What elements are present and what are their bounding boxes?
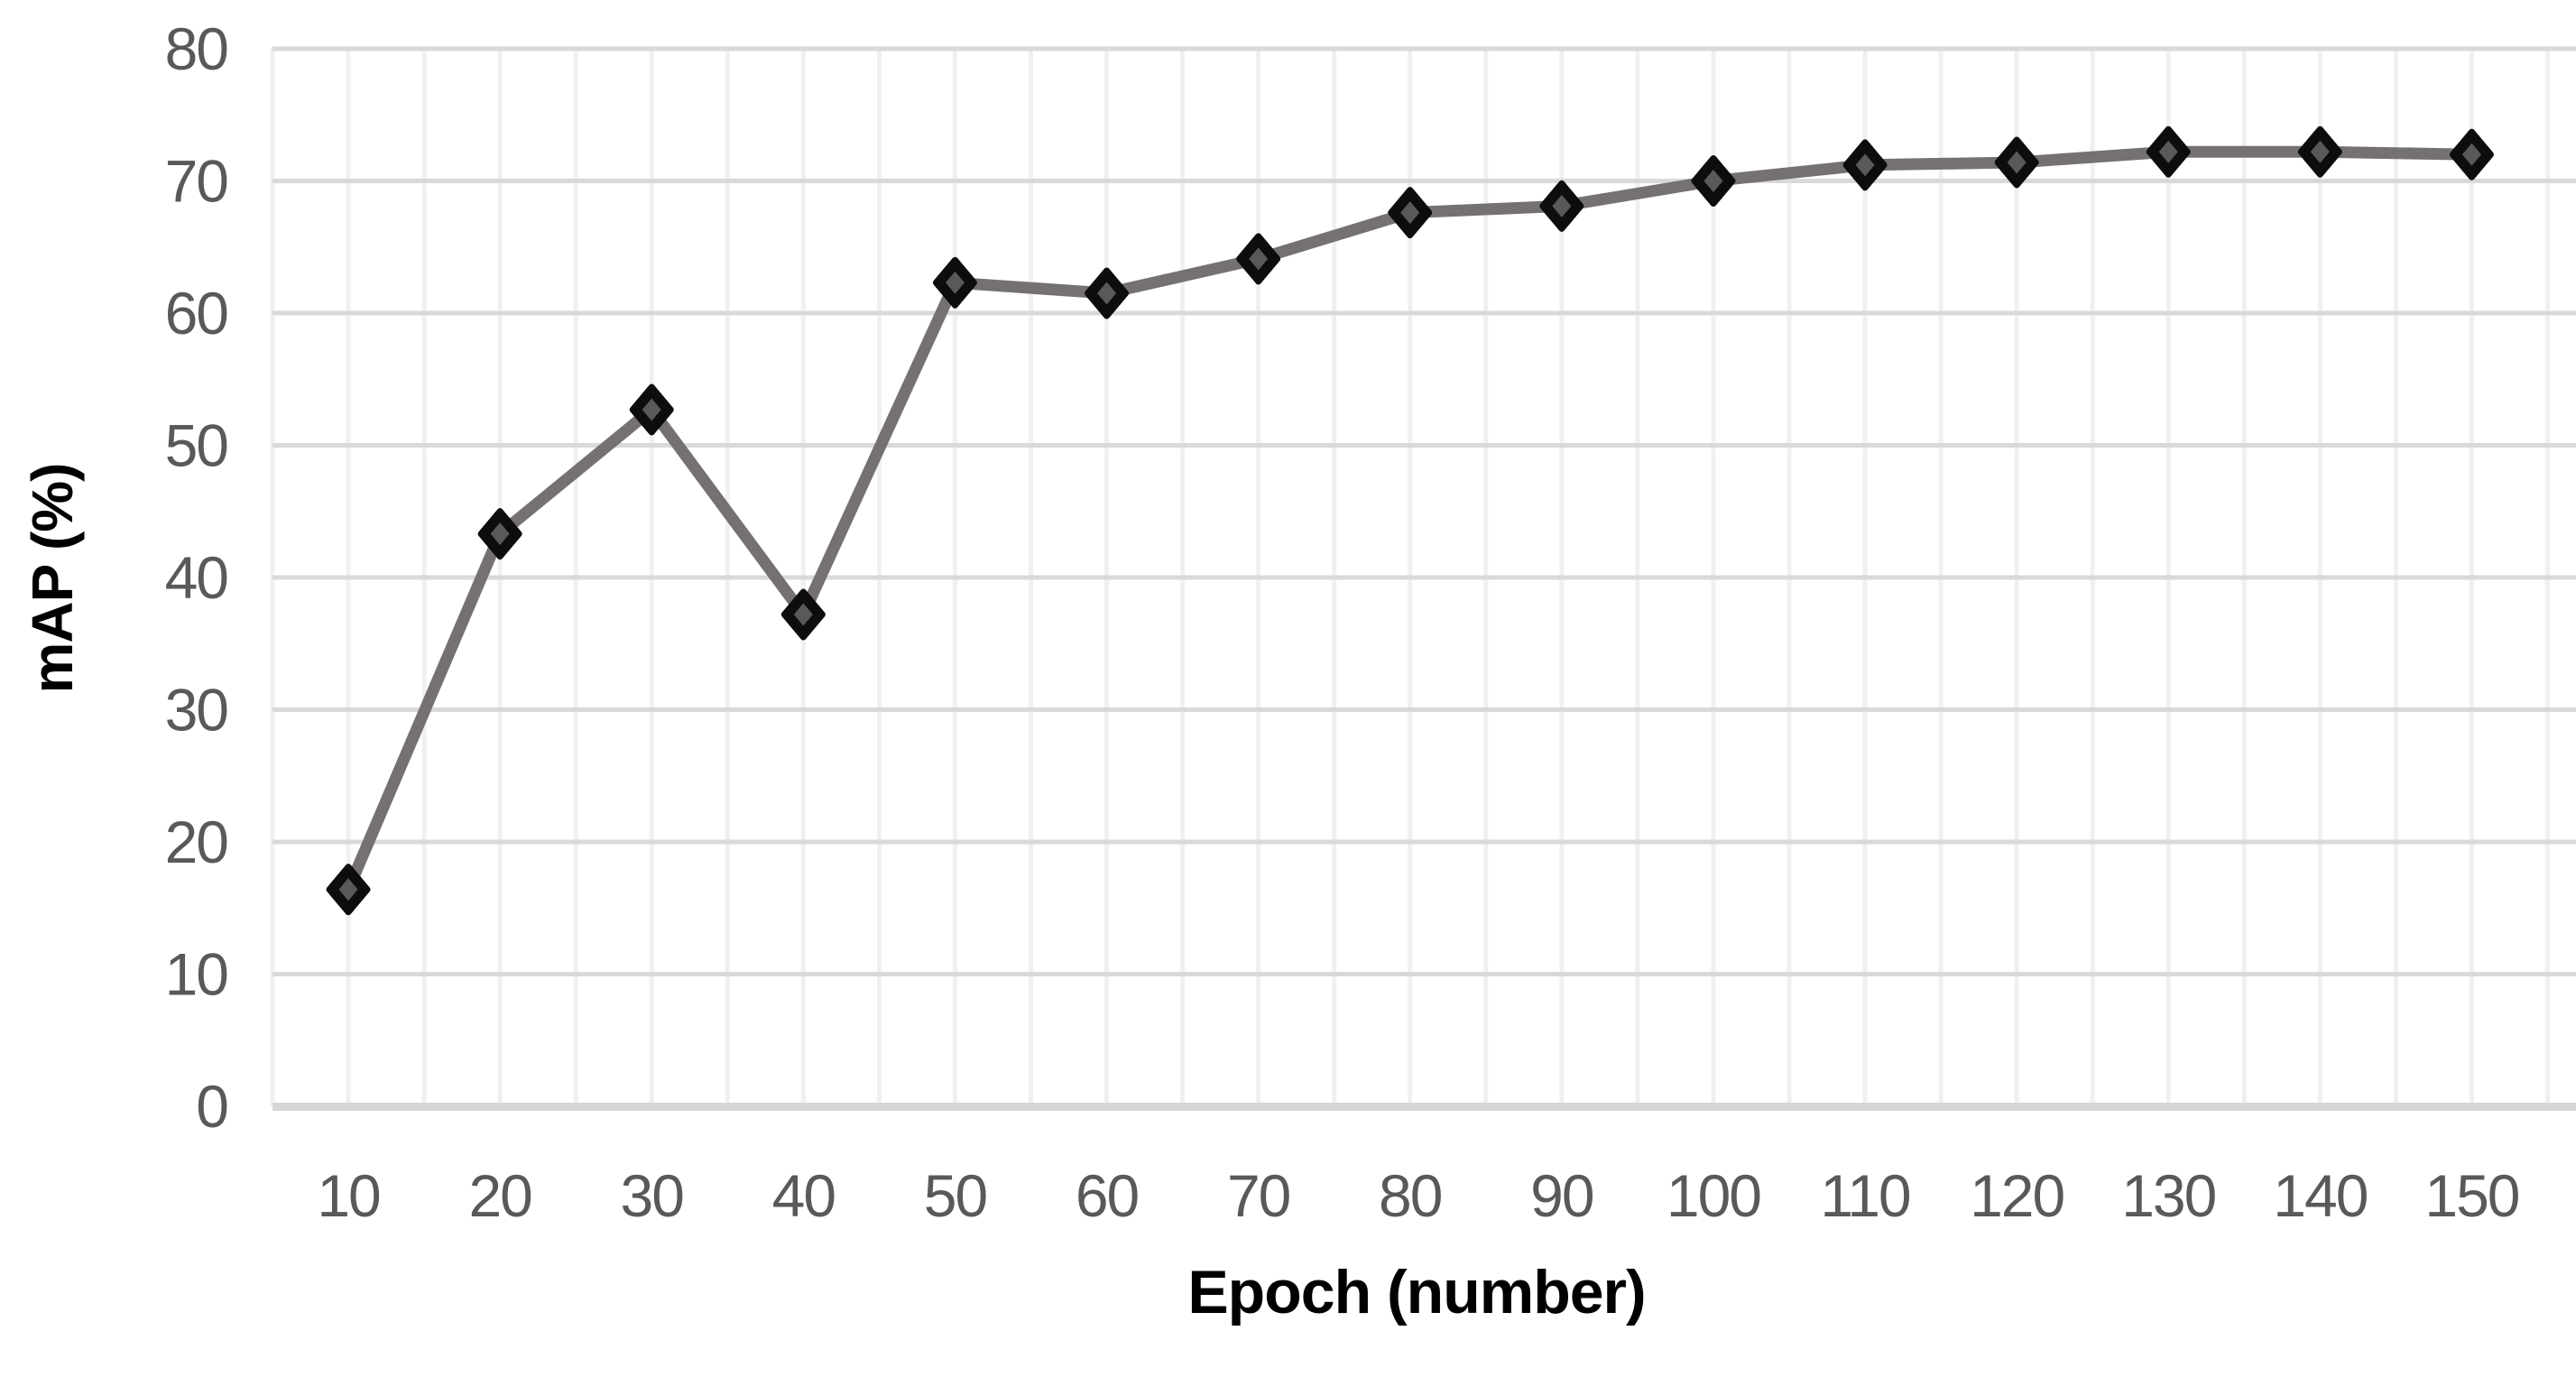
x-tick-label: 110 xyxy=(1820,1162,1910,1229)
x-tick-label: 80 xyxy=(1379,1162,1442,1229)
data-point-marker-inner xyxy=(793,603,813,626)
data-point-marker-inner xyxy=(2158,140,2178,163)
y-tick-label: 40 xyxy=(165,544,228,611)
data-point-marker-inner xyxy=(1552,194,1572,217)
x-tick-label: 140 xyxy=(2273,1162,2367,1229)
x-tick-label: 70 xyxy=(1227,1162,1290,1229)
data-point-marker-inner xyxy=(338,878,358,901)
y-tick-label: 30 xyxy=(165,677,228,744)
data-point-marker-inner xyxy=(1097,282,1117,305)
x-tick-label: 50 xyxy=(924,1162,987,1229)
data-point-marker-inner xyxy=(1855,153,1875,177)
data-point-marker-inner xyxy=(945,271,965,294)
data-point-marker-inner xyxy=(1400,201,1420,225)
x-tick-label: 90 xyxy=(1530,1162,1593,1229)
x-tick-label: 40 xyxy=(772,1162,836,1229)
data-point-marker-inner xyxy=(2310,140,2330,163)
y-tick-label: 0 xyxy=(196,1073,227,1140)
y-tick-label: 60 xyxy=(165,280,228,347)
data-point-marker-inner xyxy=(642,398,661,421)
y-tick-label: 70 xyxy=(165,148,228,215)
x-tick-label: 130 xyxy=(2121,1162,2215,1229)
x-tick-label: 60 xyxy=(1076,1162,1139,1229)
x-axis-title: Epoch (number) xyxy=(1187,1258,1646,1326)
data-point-marker-inner xyxy=(1249,247,1269,271)
x-tick-label: 10 xyxy=(317,1162,380,1229)
y-axis-title: mAP (%) xyxy=(20,463,85,694)
y-tick-label: 20 xyxy=(165,809,228,875)
y-tick-label: 50 xyxy=(165,412,228,479)
x-tick-label: 120 xyxy=(1970,1162,2064,1229)
y-tick-label: 10 xyxy=(165,941,228,1008)
x-axis-line xyxy=(272,1103,2576,1111)
data-point-marker-inner xyxy=(2007,151,2027,174)
x-tick-label: 100 xyxy=(1667,1162,1760,1229)
data-point-marker-inner xyxy=(1703,170,1723,192)
data-point-marker-inner xyxy=(490,522,510,546)
data-point-marker-inner xyxy=(2461,143,2481,166)
x-tick-label: 20 xyxy=(468,1162,531,1229)
x-tick-label: 150 xyxy=(2424,1162,2518,1229)
x-tick-label: 30 xyxy=(621,1162,684,1229)
y-tick-label: 80 xyxy=(165,15,228,82)
